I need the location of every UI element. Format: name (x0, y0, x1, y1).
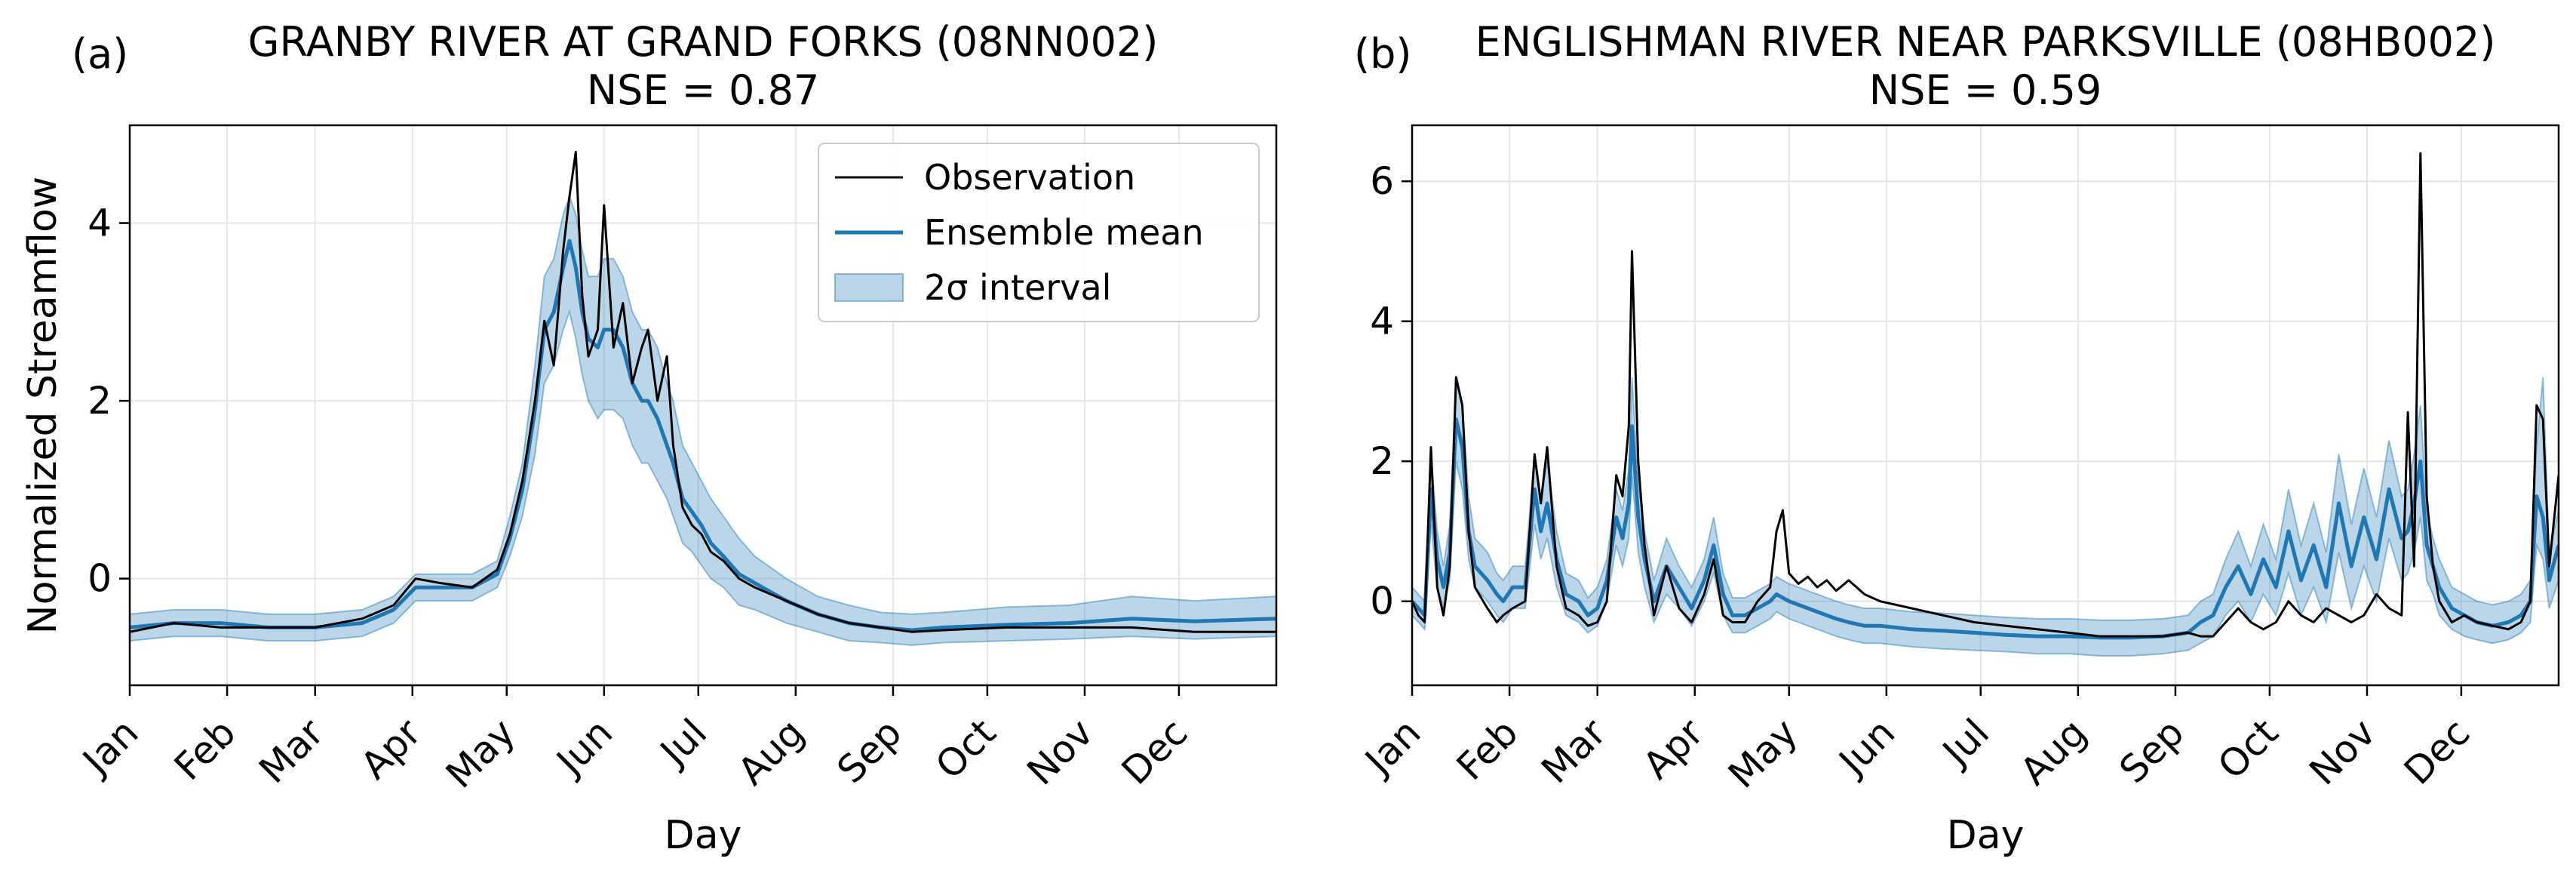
series-band-2sigma (130, 194, 1276, 647)
series-line-observation (1412, 152, 2559, 638)
plot-area (130, 150, 1276, 647)
legend-entry: Ensemble mean (924, 212, 1204, 253)
x-tick-label: Dec (1113, 710, 1196, 792)
x-tick-label: Nov (2301, 710, 2384, 793)
x-axis-label: Day (1947, 813, 2025, 858)
x-tick-label: Apr (352, 710, 429, 787)
y-tick-label: 2 (88, 379, 112, 423)
x-tick-label: Mar (1533, 710, 1614, 792)
series-band-2sigma (1412, 377, 2559, 657)
x-tick-label: Aug (729, 710, 812, 793)
x-tick-label: May (438, 710, 523, 796)
panel-label: (a) (72, 30, 128, 78)
x-axis-label: Day (665, 813, 742, 858)
x-tick-label: Jul (650, 710, 715, 775)
series-line-observation (130, 150, 1276, 633)
y-tick-label: 6 (1370, 159, 1394, 203)
legend-entry: Observation (924, 157, 1135, 198)
y-tick-label: 0 (1370, 580, 1394, 623)
y-tick-label: 0 (88, 557, 112, 601)
x-tick-label: Sep (2111, 710, 2193, 792)
x-tick-label: Oct (927, 710, 1004, 787)
legend-entry: 2σ interval (924, 267, 1111, 308)
x-tick-label: Feb (1448, 710, 1527, 789)
plot-area (1412, 152, 2559, 657)
x-tick-label: Aug (2012, 710, 2095, 793)
y-tick-label: 4 (1370, 300, 1394, 343)
legend-box (818, 143, 1260, 322)
chart-title: ENGLISHMAN RIVER NEAR PARKSVILLE (08HB00… (1475, 18, 2496, 66)
x-tick-label: May (1720, 710, 1806, 796)
legend: Observation Ensemble mean 2σ interval (818, 143, 1260, 322)
x-tick-label: Sep (829, 710, 910, 792)
y-axis-label: Normalized Streamflow (20, 177, 66, 635)
legend-swatch-2sigma (834, 273, 904, 302)
panel-label: (b) (1354, 30, 1411, 78)
chart-panel-1: Jan Feb Mar Apr May Jun Jul Aug Sep Oct Nov Dec 0 2 4 6… (1354, 18, 2560, 858)
chart-panel-0: Jan Feb Mar Apr May Jun Jul Aug Sep Oct Nov Dec 0 2 4 G… (20, 18, 1278, 858)
chart-subtitle: NSE = 0.87 (587, 66, 820, 114)
x-tick-label: Apr (1635, 710, 1712, 787)
x-tick-label: Mar (250, 710, 332, 792)
series-line-ensemble-mean (1412, 417, 2559, 640)
x-tick-label: Jan (73, 710, 147, 784)
x-tick-label: Jun (547, 710, 621, 784)
y-tick-label: 4 (88, 202, 112, 245)
x-tick-label: Nov (1018, 710, 1101, 793)
x-tick-label: Jun (1829, 710, 1903, 784)
x-tick-label: Oct (2209, 710, 2286, 787)
axes-frame (1411, 124, 2560, 687)
x-tick-label: Feb (166, 710, 244, 789)
axes-frame (128, 124, 1278, 687)
chart-subtitle: NSE = 0.59 (1869, 66, 2102, 114)
x-tick-label: Jan (1356, 710, 1429, 784)
x-tick-label: Dec (2396, 710, 2478, 792)
y-tick-label: 2 (1370, 439, 1394, 483)
x-tick-label: Jul (1933, 710, 1997, 775)
chart-title: GRANBY RIVER AT GRAND FORKS (08NN002) (248, 18, 1159, 66)
